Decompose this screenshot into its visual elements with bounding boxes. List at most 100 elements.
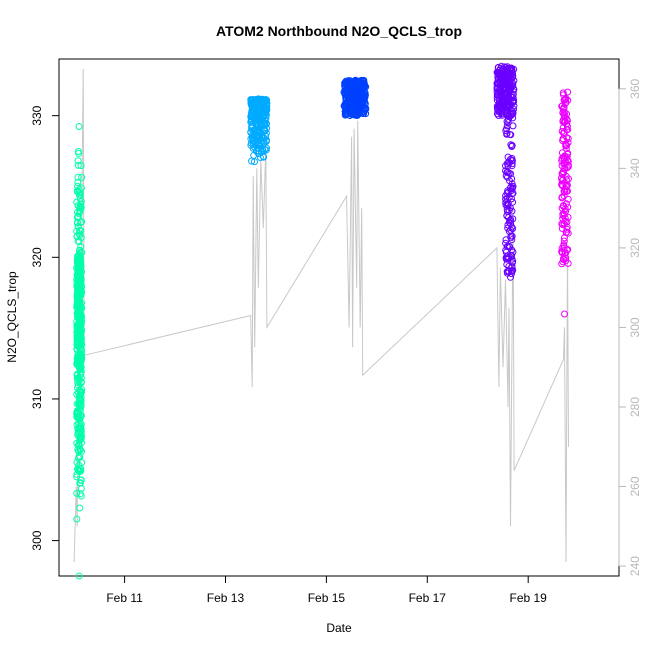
data-point — [561, 159, 569, 167]
data-point — [262, 132, 270, 140]
y2-tick-label: 240 — [628, 556, 642, 576]
data-point — [358, 109, 366, 117]
data-point — [561, 185, 569, 193]
data-point — [74, 259, 82, 267]
plot-frame — [58, 58, 620, 577]
data-point — [75, 452, 83, 460]
data-point — [349, 105, 357, 112]
data-point — [248, 116, 256, 124]
x-axis-label: Date — [326, 621, 352, 635]
data-point — [357, 90, 365, 97]
data-point — [503, 189, 511, 197]
data-point — [73, 336, 81, 344]
x-tick-label: Feb 19 — [510, 591, 548, 605]
data-point — [76, 414, 84, 422]
data-point — [493, 88, 501, 96]
data-point — [76, 445, 84, 453]
data-point — [559, 124, 567, 132]
data-point — [77, 397, 85, 404]
data-point — [504, 119, 512, 127]
y-tick-label: 300 — [30, 530, 44, 550]
data-point — [509, 122, 517, 130]
data-point — [497, 101, 505, 109]
data-point — [560, 156, 568, 164]
secondary-series-line — [73, 68, 569, 563]
data-point — [508, 268, 515, 276]
data-point — [74, 379, 82, 386]
data-point — [74, 173, 82, 181]
data-point — [561, 95, 569, 103]
data-point — [73, 232, 81, 240]
data-point — [74, 179, 82, 186]
data-point — [255, 133, 263, 141]
data-point — [351, 110, 359, 118]
data-point — [347, 88, 355, 96]
y2-tick-label: 280 — [628, 397, 642, 417]
data-point — [357, 106, 365, 113]
data-point — [254, 150, 262, 157]
data-point — [505, 158, 512, 166]
data-point — [76, 360, 84, 368]
data-point — [564, 259, 572, 267]
data-point — [74, 148, 82, 155]
data-point — [77, 412, 85, 420]
data-point — [257, 143, 265, 151]
data-point — [247, 141, 255, 149]
data-point — [259, 98, 266, 106]
data-point — [561, 128, 568, 136]
data-point — [505, 115, 512, 123]
data-point — [562, 145, 570, 153]
data-point — [73, 341, 81, 349]
data-point — [506, 177, 513, 185]
data-point — [563, 110, 571, 118]
secondary-line-layer — [73, 68, 569, 563]
data-point — [262, 97, 270, 105]
data-point — [560, 234, 568, 242]
y2-tick-label: 360 — [628, 78, 642, 98]
data-point — [78, 341, 86, 348]
data-point — [564, 88, 572, 96]
data-point — [504, 243, 511, 250]
data-point — [262, 146, 270, 154]
y-tick-label: 310 — [30, 389, 44, 409]
data-point — [342, 106, 350, 114]
data-point — [73, 227, 81, 235]
data-point — [77, 184, 85, 192]
x-tick-label: Feb 11 — [106, 591, 143, 605]
data-point — [506, 80, 514, 87]
data-point — [560, 237, 568, 245]
data-point — [561, 210, 568, 218]
data-point — [75, 400, 83, 408]
data-point — [74, 287, 81, 295]
data-point — [505, 218, 513, 226]
data-point — [78, 318, 86, 326]
data-point — [253, 126, 261, 134]
data-point — [77, 467, 85, 475]
data-point — [248, 99, 256, 107]
data-point — [559, 135, 567, 143]
data-point — [263, 120, 270, 128]
x-tick-label: Feb 13 — [207, 591, 245, 605]
data-point — [351, 95, 359, 103]
data-point — [508, 160, 516, 168]
data-point — [507, 131, 515, 139]
data-point — [507, 91, 515, 99]
data-point — [508, 67, 516, 75]
data-point — [562, 140, 570, 148]
data-point — [75, 378, 83, 385]
data-point — [263, 106, 271, 114]
data-point — [76, 434, 84, 442]
data-point — [73, 473, 81, 481]
data-point — [503, 212, 511, 220]
data-point — [74, 384, 81, 392]
data-point — [74, 161, 82, 169]
data-point — [504, 267, 512, 275]
data-point — [75, 442, 83, 450]
data-point — [256, 154, 264, 161]
data-point — [362, 110, 370, 118]
data-point — [507, 234, 515, 242]
data-point — [352, 83, 359, 91]
data-point — [76, 226, 84, 234]
data-point — [250, 100, 258, 108]
data-point — [78, 386, 86, 393]
